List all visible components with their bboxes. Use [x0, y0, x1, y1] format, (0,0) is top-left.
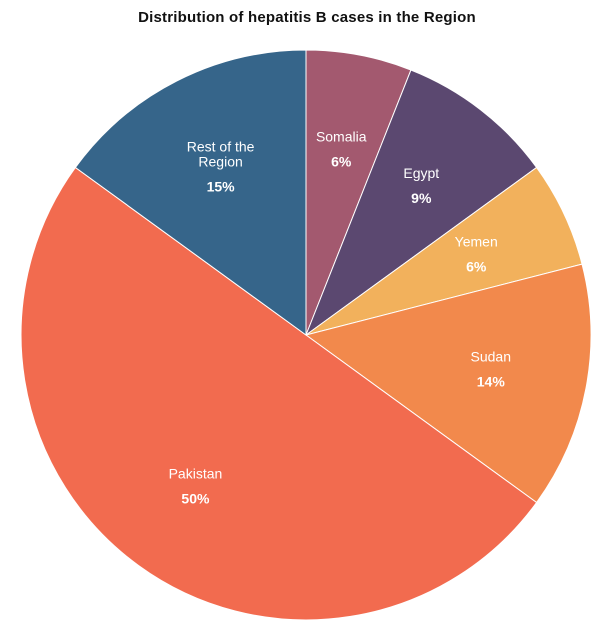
slice-label-sudan: Sudan	[471, 349, 511, 365]
slice-value-sudan: 14%	[477, 374, 506, 390]
slice-label-rest-of-the-region: Rest of the Region	[187, 138, 255, 169]
pie-slice-sudan	[304, 263, 592, 504]
slice-value-pakistan: 50%	[181, 491, 210, 507]
pie-slice-rest-of-the-region	[74, 49, 307, 336]
pie-slice-pakistan	[20, 166, 538, 621]
slice-value-yemen: 6%	[466, 258, 487, 274]
slice-value-egypt: 9%	[411, 190, 432, 206]
slice-value-somalia: 6%	[331, 154, 352, 170]
slice-label-somalia: Somalia	[316, 129, 367, 145]
slice-value-rest-of-the-region: 15%	[207, 178, 236, 194]
pie-labels: Somalia 6% Egypt 9% Yemen 6% Sudan 14% Pakistan 5…	[169, 129, 511, 507]
pie-slice-egypt	[304, 69, 538, 337]
pie-slices	[20, 49, 592, 621]
slice-label-egypt: Egypt	[403, 165, 439, 181]
chart-title: Distribution of hepatitis B cases in the…	[138, 9, 476, 26]
slice-label-pakistan: Pakistan	[169, 466, 223, 482]
slice-label-yemen: Yemen	[455, 233, 498, 249]
